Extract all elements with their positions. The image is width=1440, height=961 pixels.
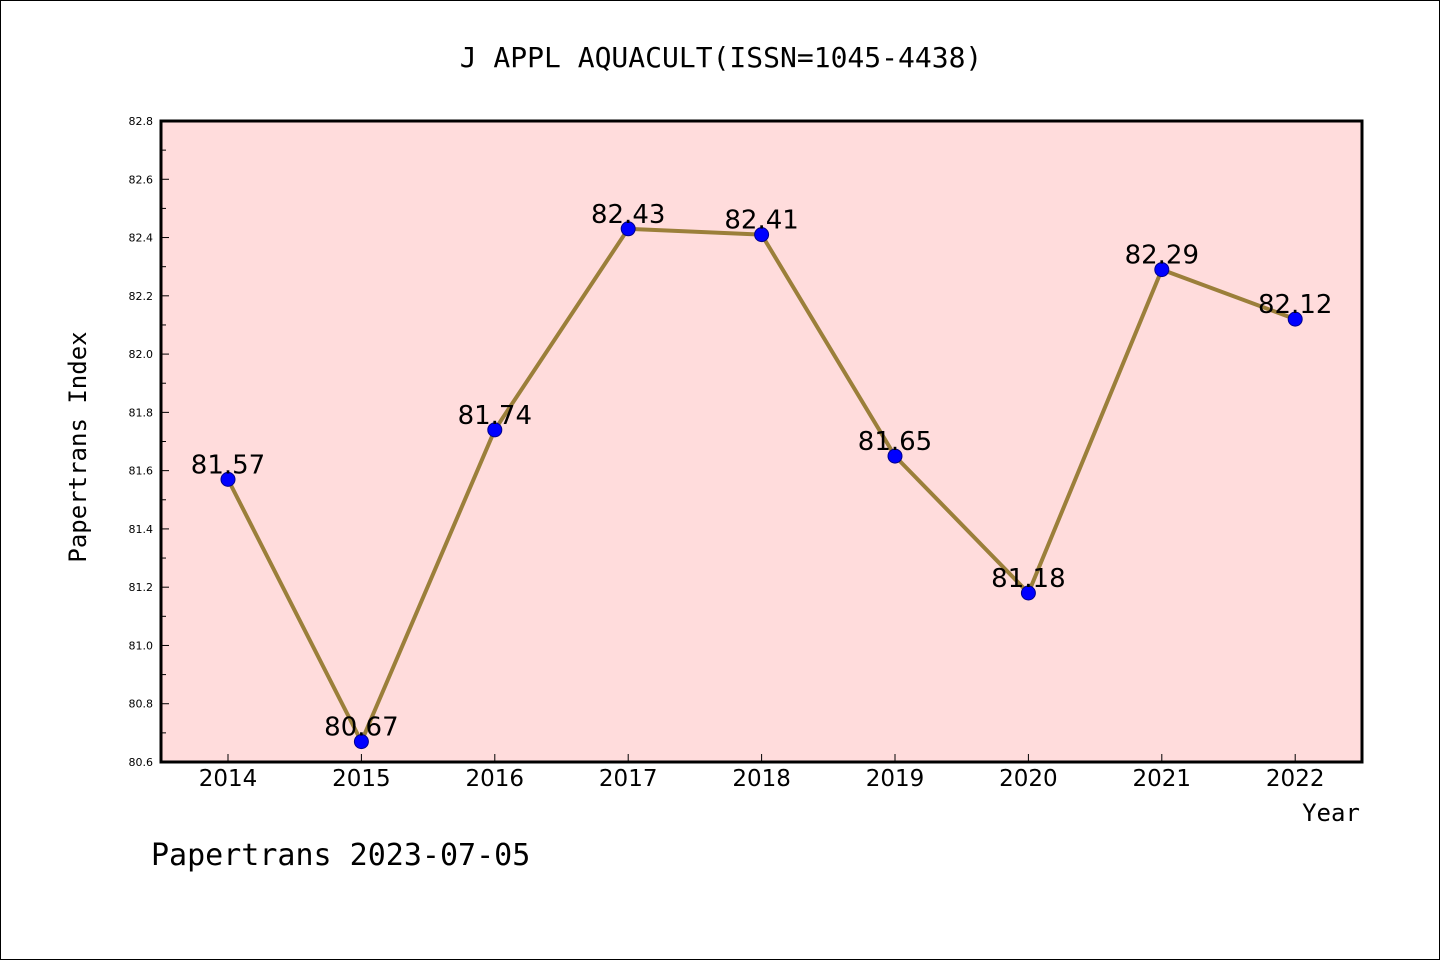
x-tick-label: 2015 (332, 766, 391, 792)
y-tick-label: 82.2 (129, 290, 154, 303)
data-point-marker (754, 227, 770, 243)
y-tick-label: 81.0 (129, 639, 154, 652)
y-tick-label: 82.6 (129, 173, 154, 186)
data-point-marker (1154, 262, 1170, 278)
data-value-label: 81.18 (991, 564, 1065, 594)
data-point-marker (353, 734, 369, 750)
x-tick-label: 2020 (999, 766, 1058, 792)
x-axis-label: Year (1302, 799, 1360, 827)
y-tick-label: 81.8 (129, 406, 154, 419)
x-tick-label: 2016 (466, 766, 525, 792)
chart-title: J APPL AQUACULT(ISSN=1045-4438) (460, 41, 983, 74)
y-tick-label: 81.6 (129, 465, 154, 478)
y-tick-label: 81.4 (129, 523, 154, 536)
y-tick-label: 81.2 (129, 581, 154, 594)
data-value-label: 81.65 (858, 427, 932, 457)
x-tick-label: 2022 (1266, 766, 1325, 792)
data-value-label: 80.67 (324, 713, 398, 743)
x-tick-label: 2019 (866, 766, 925, 792)
data-value-label: 82.12 (1258, 290, 1332, 320)
x-tick-label: 2021 (1133, 766, 1192, 792)
data-point-marker (1287, 311, 1303, 327)
y-tick-label: 82.4 (129, 232, 154, 245)
x-axis-ticks: 2014 2015 2016 2017 2018 2019 2020 2021 2022 (199, 754, 1325, 792)
x-tick-label: 2017 (599, 766, 658, 792)
data-point-marker (1020, 585, 1036, 601)
x-tick-label: 2014 (199, 766, 258, 792)
data-point-marker (220, 471, 236, 487)
y-tick-label: 80.8 (129, 698, 154, 711)
data-value-label: 81.57 (191, 450, 265, 480)
data-labels: 81.57 80.67 81.74 82.43 82.41 81.65 81.18 82.29… (191, 200, 1333, 743)
data-points (220, 221, 1303, 750)
y-axis-label: Papertrans Index (64, 331, 92, 562)
footer-watermark: Papertrans 2023-07-05 (151, 838, 530, 873)
data-value-label: 82.41 (724, 206, 798, 236)
x-tick-label: 2018 (732, 766, 791, 792)
data-point-marker (487, 422, 503, 438)
data-point-marker (620, 221, 636, 237)
plot-frame (159, 119, 1364, 764)
data-point-marker (887, 448, 903, 464)
y-tick-label: 82.8 (129, 115, 154, 128)
data-value-label: 82.43 (591, 200, 665, 230)
y-tick-label: 82.0 (129, 348, 154, 361)
y-axis-ticks: 80.6 80.8 81.0 81.2 81.4 81.6 81.8 82.0 82.2 82.4… (129, 115, 169, 769)
data-value-label: 82.29 (1125, 241, 1199, 271)
y-tick-label: 80.6 (129, 756, 154, 769)
data-value-label: 81.74 (458, 401, 532, 431)
